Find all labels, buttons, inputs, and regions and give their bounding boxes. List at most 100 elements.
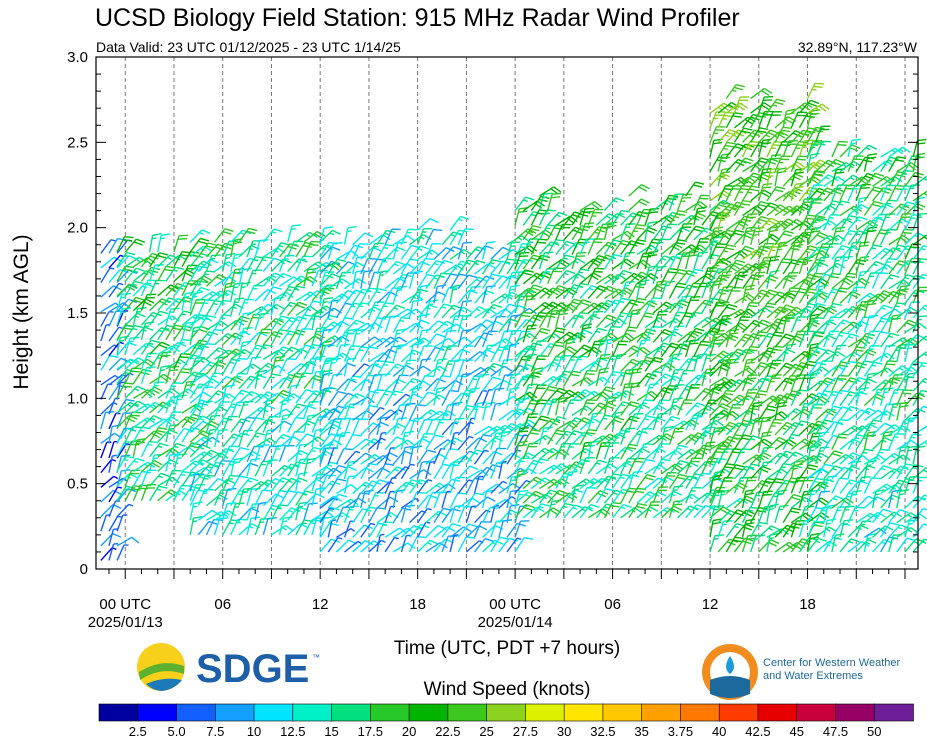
barb-flag: [177, 453, 188, 456]
barb-staff: [108, 357, 122, 371]
barb-half-flag: [294, 288, 300, 291]
barb-flag: [347, 225, 357, 229]
barb-staff: [506, 315, 512, 333]
barb-flag: [324, 297, 334, 300]
x-axis-label: Time (UTC, PDT +7 hours): [393, 638, 621, 659]
barb-flag: [582, 299, 592, 304]
barb-staff: [132, 440, 138, 457]
barb-flag: [133, 484, 143, 488]
barb-staff: [149, 418, 165, 429]
barb-flag: [191, 442, 201, 446]
barb-half-flag: [225, 263, 230, 267]
barb-flag: [161, 327, 171, 332]
barb-half-flag: [237, 493, 243, 496]
barb-flag: [225, 281, 235, 285]
barb-half-flag: [225, 512, 230, 516]
wind-barb: [100, 475, 119, 488]
barb-half-flag: [288, 348, 294, 352]
barb-staff: [116, 544, 125, 561]
wind-barb: [246, 284, 264, 302]
barb-half-flag: [502, 339, 507, 344]
barb-flag: [499, 536, 509, 540]
barb-flag: [380, 421, 390, 427]
barb-half-flag: [119, 341, 124, 345]
barb-half-flag: [350, 528, 355, 532]
barb-flag: [558, 211, 568, 217]
barb-half-flag: [379, 533, 385, 536]
barb-flag: [583, 211, 594, 214]
barb-flag: [556, 327, 566, 331]
barb-staff: [417, 391, 429, 407]
barb-staff: [571, 252, 578, 270]
barb-flag: [136, 385, 146, 391]
barb-flag: [521, 314, 531, 318]
wind-barbs: [100, 82, 927, 561]
barb-staff: [595, 442, 603, 460]
barb-staff: [368, 243, 376, 260]
barb-half-flag: [266, 439, 271, 444]
barb-half-flag: [436, 367, 441, 372]
barb-staff: [538, 209, 548, 226]
barb-flag: [280, 242, 290, 246]
barb-flag: [487, 496, 496, 502]
barb-flag: [385, 463, 395, 466]
barb-half-flag: [239, 392, 244, 395]
barb-half-flag: [314, 438, 319, 443]
wind-barb: [124, 457, 145, 472]
barb-half-flag: [280, 275, 285, 279]
barb-half-flag: [581, 391, 587, 395]
wind-barb: [189, 237, 210, 253]
barb-flag: [239, 475, 249, 479]
wind-barb: [197, 520, 218, 536]
barb-half-flag: [326, 244, 332, 247]
barb-staff: [343, 434, 354, 450]
barb-flag: [248, 227, 258, 232]
barb-flag: [323, 226, 333, 229]
barb-staff: [100, 504, 114, 518]
barb-staff: [116, 255, 130, 269]
barb-half-flag: [198, 289, 204, 293]
barb-half-flag: [139, 429, 145, 432]
barb-staff: [481, 403, 488, 421]
barb-staff: [278, 490, 289, 506]
barb-staff: [262, 445, 271, 463]
barb-flag: [453, 401, 463, 405]
barb-staff: [482, 507, 491, 523]
barb-flag: [171, 447, 180, 455]
barb-half-flag: [314, 263, 320, 267]
wind-barb: [603, 442, 619, 460]
barb-half-flag: [328, 509, 334, 513]
barb-flag: [536, 402, 547, 405]
barb-half-flag: [180, 341, 185, 344]
barb-staff: [473, 449, 485, 465]
barb-staff: [149, 427, 160, 443]
barb-staff: [108, 326, 120, 342]
barb-half-flag: [215, 349, 221, 353]
barb-half-flag: [358, 305, 364, 308]
barb-staff: [571, 355, 580, 372]
barb-flag: [178, 234, 189, 237]
barb-flag: [344, 317, 354, 320]
barb-half-flag: [570, 358, 575, 361]
wind-barb: [100, 547, 117, 561]
barb-staff: [465, 351, 481, 363]
barb-flag: [385, 243, 395, 247]
barb-staff: [222, 519, 232, 536]
barb-staff: [474, 509, 487, 524]
barb-flag: [476, 259, 486, 264]
barb-flag: [297, 403, 307, 407]
barb-flag: [144, 326, 154, 331]
barb-flag: [492, 376, 502, 381]
barb-flag: [422, 365, 432, 372]
barb-half-flag: [302, 317, 307, 320]
barb-half-flag: [225, 257, 231, 260]
barb-staff: [351, 330, 358, 348]
barb-flag: [174, 285, 184, 291]
wind-barb: [149, 310, 169, 326]
barb-flag: [307, 271, 317, 274]
barb-staff: [108, 238, 119, 254]
barb-flag: [151, 462, 161, 468]
barb-staff: [343, 375, 354, 392]
wind-barb: [327, 447, 339, 465]
barb-flag: [112, 532, 122, 538]
